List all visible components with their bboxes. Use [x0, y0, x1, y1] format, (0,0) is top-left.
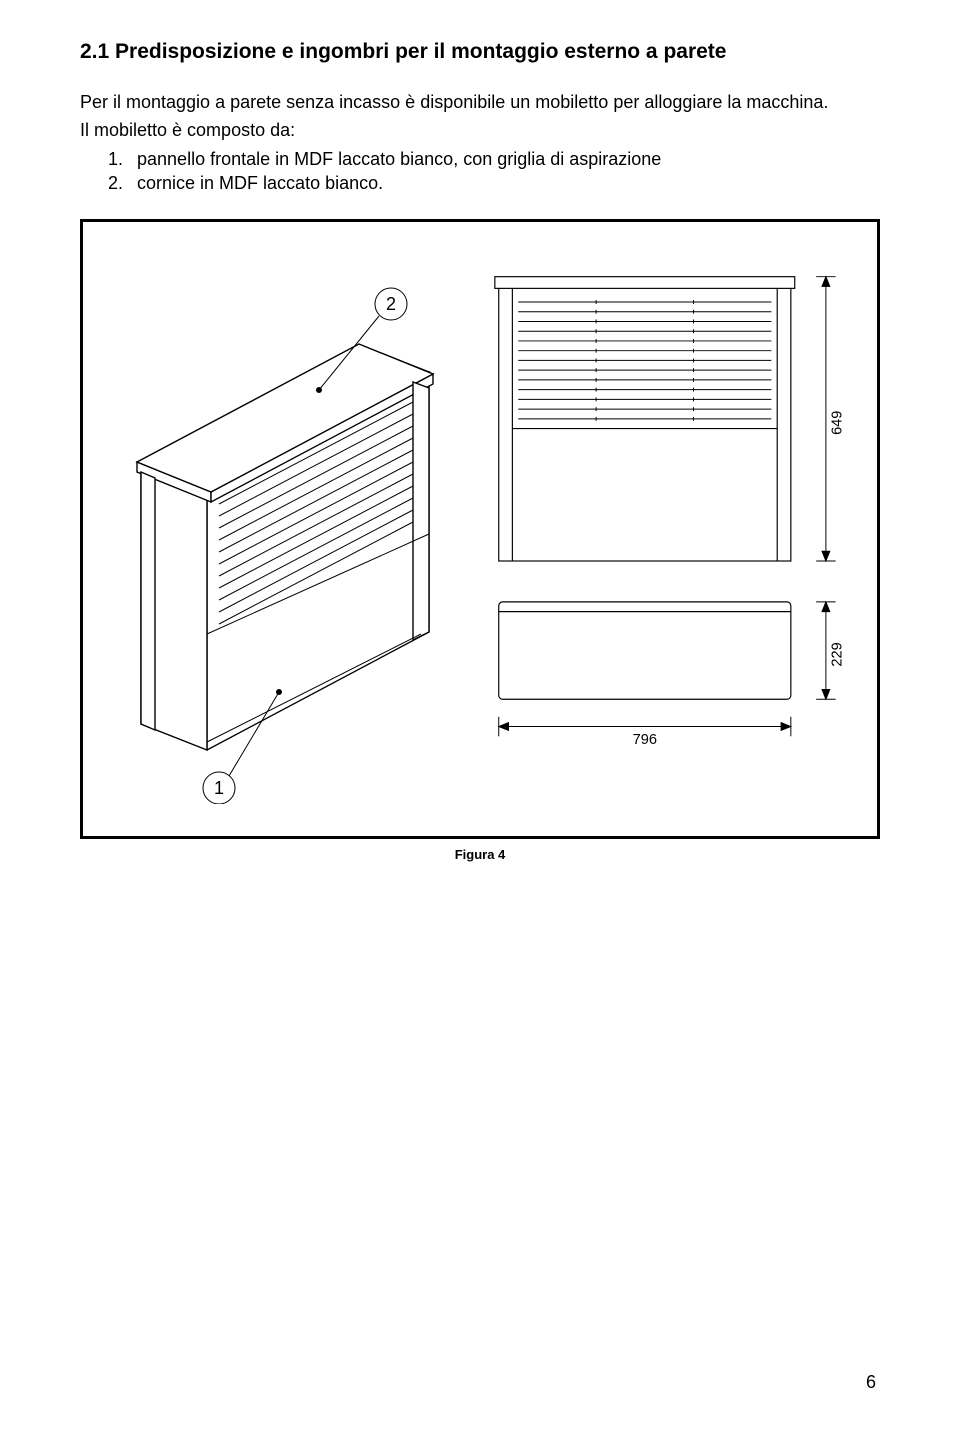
- page-number: 6: [866, 1372, 876, 1393]
- figure-frame: 2 1: [80, 219, 880, 839]
- component-list: 1. pannello frontale in MDF laccato bian…: [80, 147, 880, 196]
- callout-1-label: 1: [214, 778, 224, 798]
- intro-paragraph-2: Il mobiletto è composto da:: [80, 118, 880, 142]
- dim-width: 796: [633, 732, 657, 748]
- list-number: 2.: [108, 171, 123, 195]
- callout-2-label: 2: [386, 294, 396, 314]
- list-item: 2. cornice in MDF laccato bianco.: [108, 171, 880, 195]
- list-text: cornice in MDF laccato bianco.: [137, 171, 383, 195]
- dim-height-upper: 649: [829, 411, 845, 435]
- dim-height-lower: 229: [829, 642, 845, 666]
- isometric-view: 2 1: [101, 244, 461, 818]
- figure-caption: Figura 4: [80, 847, 880, 862]
- list-text: pannello frontale in MDF laccato bianco,…: [137, 147, 661, 171]
- list-item: 1. pannello frontale in MDF laccato bian…: [108, 147, 880, 171]
- orthographic-views: 649 229: [489, 244, 859, 818]
- section-heading: 2.1 Predisposizione e ingombri per il mo…: [80, 40, 880, 64]
- intro-paragraph-1: Per il montaggio a parete senza incasso …: [80, 90, 880, 114]
- list-number: 1.: [108, 147, 123, 171]
